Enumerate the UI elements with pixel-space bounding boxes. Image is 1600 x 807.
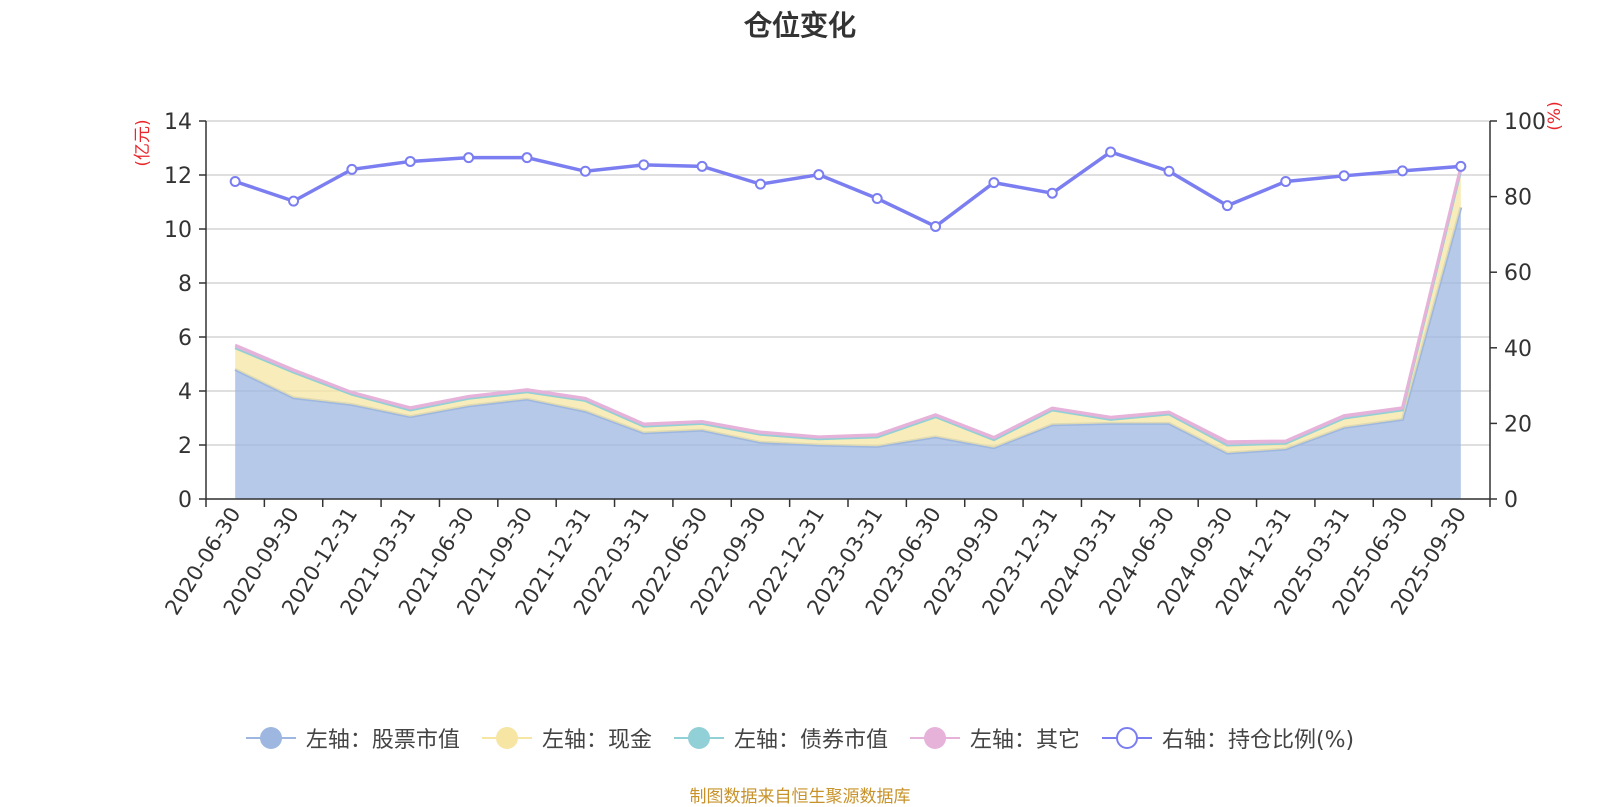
right-tick-label: 80 <box>1504 186 1532 211</box>
area-line-左轴：债券市值 <box>234 169 1463 447</box>
legend-label: 右轴：持仓比例(%) <box>1161 728 1355 753</box>
ratio-line <box>229 146 1467 232</box>
area-line-左轴：股票市值 <box>234 207 1463 455</box>
legend-swatch <box>245 726 296 750</box>
ratio-point <box>229 175 241 187</box>
legend-item[interactable]: 左轴：股票市值 <box>245 722 460 754</box>
axes: 024681012140204060801002020-06-302020-09… <box>160 110 1546 619</box>
ratio-point <box>1455 160 1467 172</box>
left-tick-label: 0 <box>178 488 192 513</box>
ratio-point <box>754 178 766 190</box>
legend-item[interactable]: 左轴：其它 <box>909 722 1080 754</box>
left-tick-label: 10 <box>164 218 192 243</box>
legend-label: 左轴：其它 <box>969 728 1080 753</box>
ratio-point <box>930 220 942 232</box>
ratio-point <box>1280 175 1292 187</box>
left-axis-label: (亿元) <box>133 119 153 166</box>
ratio-point <box>579 165 591 177</box>
legend-label: 左轴：现金 <box>541 728 652 753</box>
right-tick-label: 40 <box>1504 337 1532 362</box>
chart-title: 仓位变化 <box>743 9 856 42</box>
left-tick-label: 14 <box>164 110 192 135</box>
left-tick-label: 4 <box>178 380 192 405</box>
right-tick-label: 60 <box>1504 261 1532 286</box>
legend-item[interactable]: 左轴：债券市值 <box>673 722 888 754</box>
ratio-point <box>346 163 358 175</box>
ratio-point <box>1338 170 1350 182</box>
legend-swatch <box>909 726 960 750</box>
ratio-point <box>1046 187 1058 199</box>
legend-label: 左轴：债券市值 <box>733 728 888 753</box>
ratio-point <box>1221 200 1233 212</box>
left-tick-label: 2 <box>178 434 192 459</box>
legend-item[interactable]: 右轴：持仓比例(%) <box>1101 722 1355 754</box>
legend: 左轴：股票市值 左轴：现金 左轴：债券市值 左轴：其它 右轴：持仓比例(%) <box>0 722 1600 754</box>
legend-swatch <box>673 726 724 750</box>
left-tick-label: 12 <box>164 164 192 189</box>
ratio-point <box>871 192 883 204</box>
ratio-point <box>638 159 650 171</box>
ratio-point <box>1105 146 1117 158</box>
legend-marker <box>1115 727 1138 749</box>
legend-marker <box>495 727 518 749</box>
legend-item[interactable]: 左轴：现金 <box>481 722 652 754</box>
ratio-line-path <box>234 150 1461 229</box>
legend-swatch <box>1101 726 1152 750</box>
ratio-point <box>404 155 416 167</box>
left-tick-label: 6 <box>178 326 192 351</box>
source-note: 制图数据来自恒生聚源数据库 <box>689 787 911 807</box>
ratio-point <box>521 152 533 164</box>
right-tick-label: 100 <box>1504 110 1546 135</box>
legend-marker <box>923 727 946 749</box>
ratio-point <box>813 169 825 181</box>
area-左轴：股票市值 <box>235 207 1461 499</box>
ratio-point <box>988 177 1000 189</box>
area-line-左轴：其它 <box>234 166 1463 444</box>
area-line-左轴：现金 <box>234 169 1463 447</box>
ratio-point <box>463 152 475 164</box>
right-tick-label: 20 <box>1504 412 1532 437</box>
right-axis-label: (%) <box>1545 101 1565 130</box>
area-左轴：其它 <box>235 166 1461 445</box>
stacked-areas <box>234 166 1463 499</box>
ratio-point <box>288 195 300 207</box>
legend-marker <box>259 727 282 749</box>
ratio-point <box>1396 165 1408 177</box>
legend-swatch <box>481 726 532 750</box>
area-左轴：现金 <box>235 169 1461 454</box>
left-tick-label: 8 <box>178 272 192 297</box>
legend-marker <box>687 727 710 749</box>
ratio-point <box>696 160 708 172</box>
ratio-point <box>1163 165 1175 177</box>
right-tick-label: 0 <box>1504 488 1518 513</box>
legend-label: 左轴：股票市值 <box>305 728 460 753</box>
